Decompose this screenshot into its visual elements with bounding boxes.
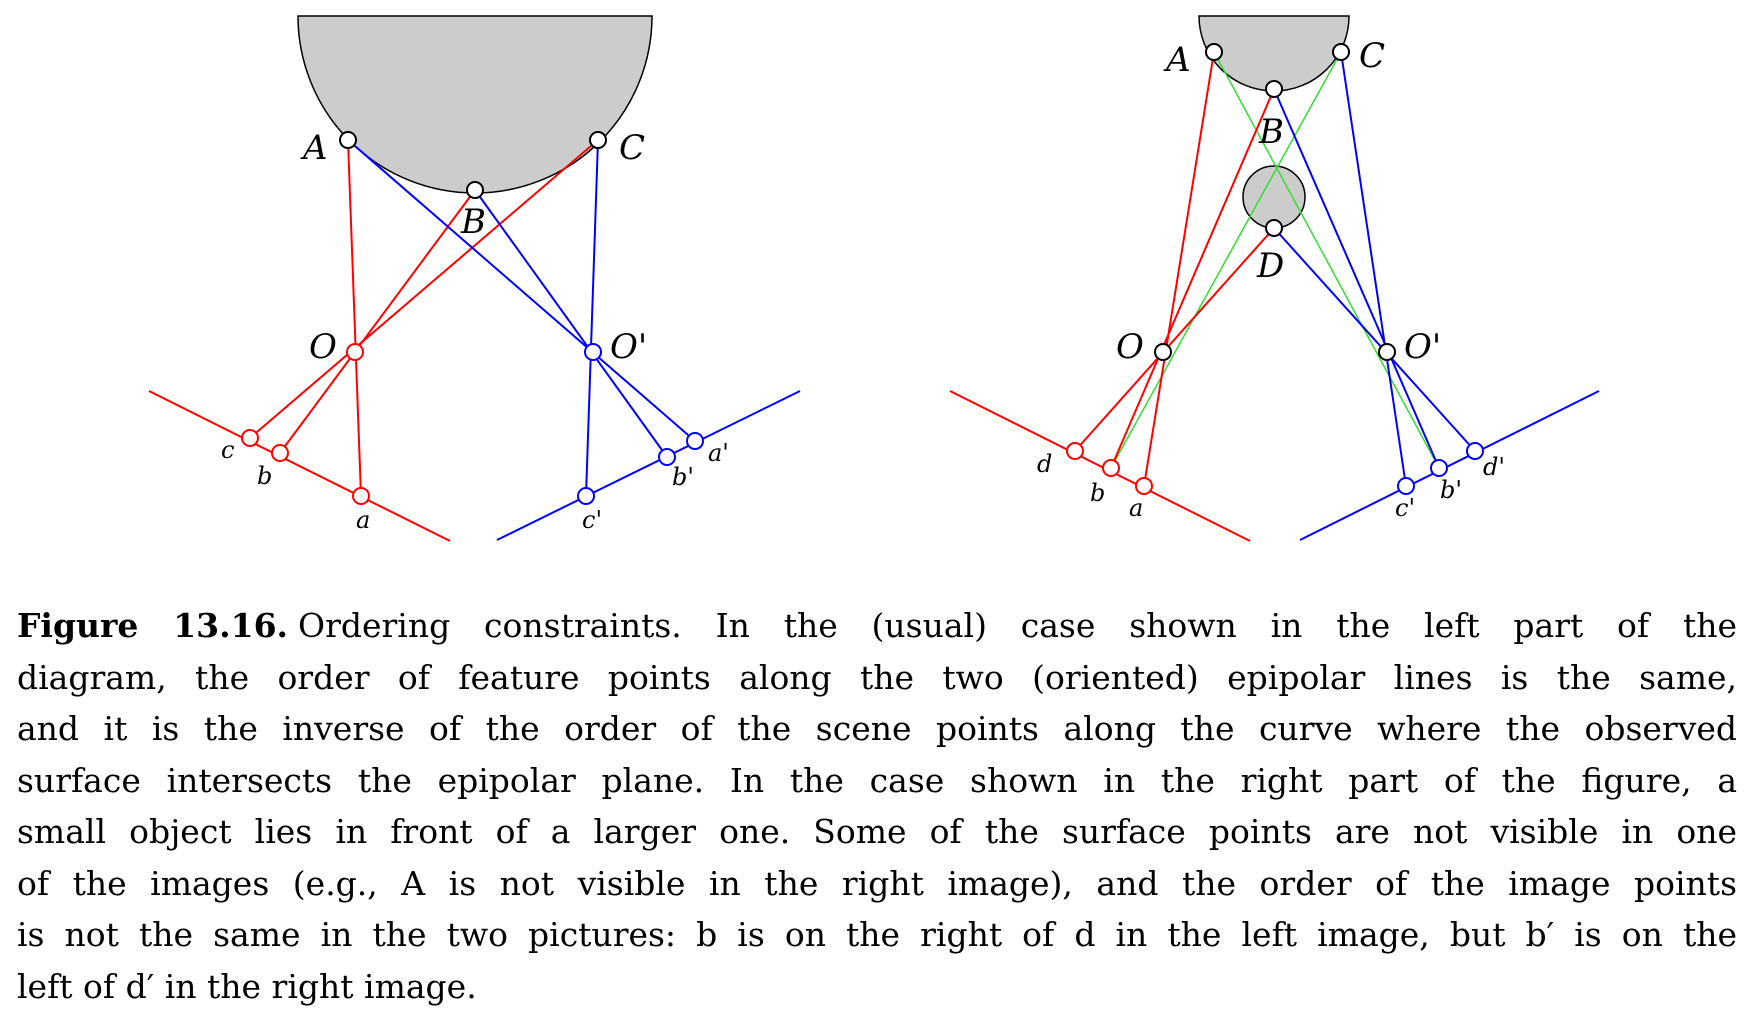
- caption-line-1-text: Ordering constraints. In the (usual) cas…: [298, 606, 1737, 645]
- ray-C-c: [249, 139, 599, 439]
- caption-label: Figure 13.16.: [17, 606, 289, 645]
- center-O: [346, 343, 364, 361]
- label-c: c: [221, 436, 234, 464]
- caption-line-5: small object lies in front of a larger o…: [17, 812, 1737, 851]
- right-panel: A B C D O O' d b a c' b' d': [949, 15, 1600, 542]
- label-A-right: A: [1163, 40, 1191, 80]
- image-point-a-prime: [686, 432, 704, 450]
- large-object-left: [297, 15, 653, 194]
- small-object: [1242, 165, 1306, 229]
- point-B-right: [1265, 80, 1283, 98]
- label-O: O: [309, 327, 337, 367]
- image-point-d-prime: [1466, 442, 1484, 460]
- label-a-right: a: [1129, 494, 1143, 522]
- center-O-prime-right: [1378, 343, 1396, 361]
- image-point-b-prime-right: [1430, 459, 1448, 477]
- center-O-prime: [584, 343, 602, 361]
- caption-line-1: Figure 13.16. Ordering constraints. In th…: [17, 600, 1737, 652]
- point-A: [339, 131, 357, 149]
- point-A-right: [1205, 43, 1223, 61]
- ray-D-d-right: [1074, 227, 1275, 452]
- center-O-right: [1154, 343, 1172, 361]
- image-point-d: [1066, 442, 1084, 460]
- label-O-prime: O': [610, 327, 647, 367]
- label-c-prime-right: c': [1395, 494, 1415, 522]
- occluded-rays: [1110, 51, 1440, 469]
- label-b-prime: b': [672, 463, 694, 491]
- image-point-b-prime: [658, 448, 676, 466]
- epipolar-ordering-figure: A B C O O' c b a c' b' a': [148, 15, 1600, 542]
- label-O-prime-right: O': [1404, 327, 1441, 367]
- left-camera-rays-right: [949, 51, 1275, 542]
- point-C: [589, 131, 607, 149]
- label-O-right: O: [1116, 327, 1144, 367]
- label-A: A: [300, 128, 328, 168]
- caption-line-8: left of d′ in the right image.: [17, 966, 477, 1006]
- right-camera-rays: [347, 139, 801, 541]
- ray-D-d-prime-right: [1273, 227, 1476, 452]
- left-camera-rays: [148, 139, 599, 542]
- label-C: C: [619, 128, 645, 168]
- label-a-prime: a': [708, 439, 729, 467]
- image-point-a: [352, 487, 370, 505]
- label-d: d: [1037, 450, 1052, 478]
- label-D-right: D: [1256, 246, 1284, 286]
- ray-A-a-prime: [347, 139, 696, 442]
- point-C-right: [1332, 43, 1350, 61]
- ray-C-left-occluded: [1110, 51, 1342, 469]
- ray-C-c-prime: [585, 139, 599, 497]
- label-B: B: [460, 202, 486, 242]
- ray-B-b-prime: [474, 189, 668, 458]
- image-point-b-right: [1102, 459, 1120, 477]
- label-d-prime: d': [1483, 453, 1505, 481]
- image-point-b: [271, 444, 289, 462]
- label-C-right: C: [1359, 36, 1385, 76]
- image-point-c-prime: [577, 487, 595, 505]
- caption-line-6: of the images (e.g., A is not visible in…: [17, 863, 1737, 903]
- left-epipolar-line: [148, 390, 451, 542]
- ray-B-b-prime-right: [1273, 88, 1440, 469]
- figure-caption: Figure 13.16. Ordering constraints. In th…: [17, 600, 1737, 1012]
- ray-A-right-occluded: [1213, 51, 1440, 469]
- right-epipolar-line-right: [1299, 390, 1600, 541]
- left-panel: A B C O O' c b a c' b' a': [148, 15, 801, 542]
- point-B: [466, 181, 484, 199]
- ray-B-b: [279, 189, 476, 454]
- caption-line-3: and it is the inverse of the order of th…: [17, 709, 1737, 748]
- caption-line-2: diagram, the order of feature points alo…: [17, 657, 1737, 697]
- label-b: b: [257, 462, 272, 490]
- ray-B-b-right: [1110, 88, 1275, 469]
- image-point-a-right: [1135, 477, 1153, 495]
- caption-line-4: surface intersects the epipolar plane. I…: [17, 760, 1737, 800]
- label-b-right: b: [1090, 479, 1105, 507]
- image-point-c: [241, 429, 259, 447]
- image-point-c-prime-right: [1397, 477, 1415, 495]
- point-D-right: [1265, 219, 1283, 237]
- ray-A-a-right: [1143, 51, 1215, 487]
- right-camera-rays-right: [1273, 51, 1600, 541]
- ray-C-c-prime-right: [1340, 51, 1407, 487]
- ray-A-a: [347, 139, 362, 497]
- label-a: a: [356, 506, 370, 534]
- label-B-right: B: [1258, 112, 1284, 152]
- caption-line-7: is not the same in the two pictures: b i…: [17, 915, 1737, 954]
- right-epipolar-line: [496, 390, 801, 541]
- label-b-prime-right: b': [1440, 476, 1462, 504]
- left-epipolar-line-right: [949, 390, 1251, 542]
- label-c-prime: c': [582, 506, 602, 534]
